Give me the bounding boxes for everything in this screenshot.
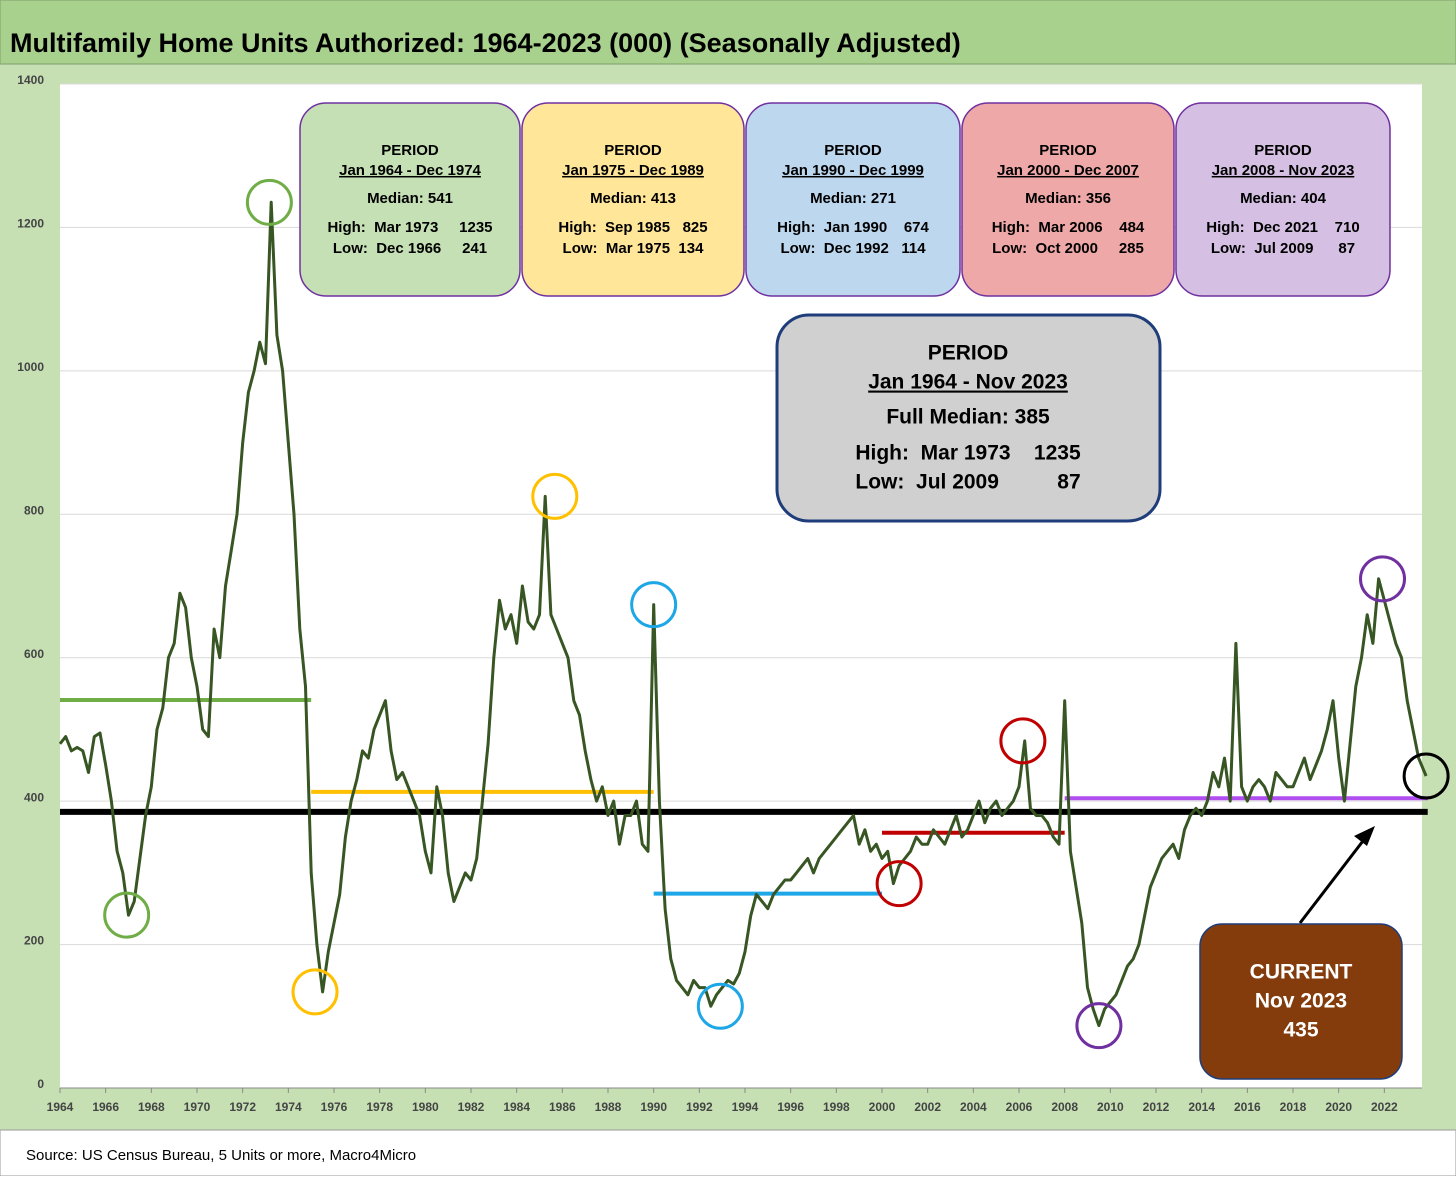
highlight-circle	[1359, 555, 1407, 603]
x-tick-label: 1968	[138, 1100, 165, 1114]
highlight-circle	[245, 178, 293, 226]
x-tick-label: 2000	[869, 1100, 896, 1114]
x-tick-label: 1980	[412, 1100, 439, 1114]
y-tick-label: 800	[24, 503, 44, 517]
highlight-circle	[696, 982, 744, 1030]
x-tick-label: 1974	[275, 1100, 302, 1114]
x-tick-label: 1978	[366, 1100, 393, 1114]
highlight-circle	[1075, 1002, 1123, 1050]
chart-title: Multifamily Home Units Authorized: 1964-…	[10, 28, 961, 58]
period-box	[521, 102, 745, 297]
period-high: High: Sep 1985 825	[558, 219, 707, 236]
current-label: CURRENT	[1250, 961, 1353, 984]
y-tick-label: 1400	[17, 73, 44, 87]
period-high: High: Dec 2021 710	[1206, 219, 1359, 236]
period-median: Median: 271	[810, 190, 896, 207]
period-low: Low: Dec 1992 114	[780, 240, 926, 257]
x-tick-label: 1976	[321, 1100, 348, 1114]
x-tick-label: 1984	[503, 1100, 530, 1114]
x-tick-label: 2018	[1280, 1100, 1307, 1114]
summary-median: Full Median: 385	[886, 406, 1050, 429]
x-tick-label: 1982	[458, 1100, 485, 1114]
period-high: High: Jan 1990 674	[777, 219, 929, 236]
period-box	[299, 102, 521, 297]
x-tick-label: 1990	[640, 1100, 667, 1114]
period-range: Jan 2008 - Nov 2023	[1212, 162, 1355, 179]
x-tick-label: 2008	[1051, 1100, 1078, 1114]
period-label: PERIOD	[1254, 142, 1312, 159]
current-value: 435	[1283, 1019, 1318, 1042]
period-high: High: Mar 2006 484	[992, 219, 1145, 236]
summary-box	[775, 313, 1162, 523]
period-low: Low: Mar 1975 134	[563, 240, 705, 257]
y-tick-label: 0	[37, 1077, 44, 1091]
y-tick-label: 600	[24, 647, 44, 661]
x-tick-label: 2010	[1097, 1100, 1124, 1114]
y-tick-label: 400	[24, 790, 44, 804]
period-low: Low: Oct 2000 285	[992, 240, 1144, 257]
summary-label: PERIOD	[928, 342, 1009, 365]
y-tick-label: 1000	[17, 360, 44, 374]
x-tick-label: 1964	[47, 1100, 74, 1114]
data-line	[58, 200, 1428, 1028]
highlight-circle	[531, 472, 579, 520]
highlight-circle	[630, 581, 678, 629]
current-date: Nov 2023	[1255, 990, 1347, 1013]
y-tick-label: 200	[24, 934, 44, 948]
x-tick-label: 1998	[823, 1100, 850, 1114]
x-tick-label: 1970	[184, 1100, 211, 1114]
x-tick-label: 2002	[914, 1100, 941, 1114]
period-low: Low: Dec 1966 241	[333, 240, 487, 257]
period-range: Jan 2000 - Dec 2007	[997, 162, 1139, 179]
arrow-shaft	[1298, 836, 1368, 924]
arrow-head	[1354, 826, 1375, 846]
x-tick-label: 2020	[1325, 1100, 1352, 1114]
x-tick-label: 2016	[1234, 1100, 1261, 1114]
highlight-circle	[875, 860, 923, 908]
period-high: High: Mar 1973 1235	[327, 219, 492, 236]
period-label: PERIOD	[381, 142, 439, 159]
period-label: PERIOD	[604, 142, 662, 159]
period-low: Low: Jul 2009 87	[1211, 240, 1355, 257]
x-tick-label: 1988	[595, 1100, 622, 1114]
period-range: Jan 1975 - Dec 1989	[562, 162, 704, 179]
period-label: PERIOD	[1039, 142, 1097, 159]
period-median: Median: 413	[590, 190, 676, 207]
period-box	[961, 102, 1175, 297]
highlight-circle	[103, 891, 151, 939]
x-tick-label: 1996	[777, 1100, 804, 1114]
period-range: Jan 1964 - Dec 1974	[339, 162, 481, 179]
x-tick-label: 2006	[1006, 1100, 1033, 1114]
x-tick-label: 1986	[549, 1100, 576, 1114]
x-tick-label: 2012	[1143, 1100, 1170, 1114]
period-median: Median: 404	[1240, 190, 1327, 207]
title-bar	[0, 0, 1456, 65]
period-box	[745, 102, 961, 297]
period-median: Median: 541	[367, 190, 453, 207]
summary-range: Jan 1964 - Nov 2023	[868, 371, 1068, 394]
summary-low: Low: Jul 2009 87	[855, 471, 1080, 494]
x-tick-label: 2022	[1371, 1100, 1398, 1114]
current-box	[1199, 923, 1403, 1080]
x-tick-label: 1972	[229, 1100, 256, 1114]
highlight-circle	[291, 968, 339, 1016]
x-tick-label: 2014	[1188, 1100, 1215, 1114]
x-tick-label: 1966	[92, 1100, 119, 1114]
period-median: Median: 356	[1025, 190, 1111, 207]
highlight-circle	[999, 717, 1047, 765]
period-range: Jan 1990 - Dec 1999	[782, 162, 924, 179]
summary-high: High: Mar 1973 1235	[855, 442, 1081, 465]
y-tick-label: 1200	[17, 217, 44, 231]
period-box	[1175, 102, 1391, 297]
highlight-circle	[1402, 752, 1450, 800]
x-tick-label: 1992	[686, 1100, 713, 1114]
x-tick-label: 2004	[960, 1100, 987, 1114]
period-label: PERIOD	[824, 142, 882, 159]
x-tick-label: 1994	[732, 1100, 759, 1114]
source: Source: US Census Bureau, 5 Units or mor…	[26, 1147, 416, 1164]
